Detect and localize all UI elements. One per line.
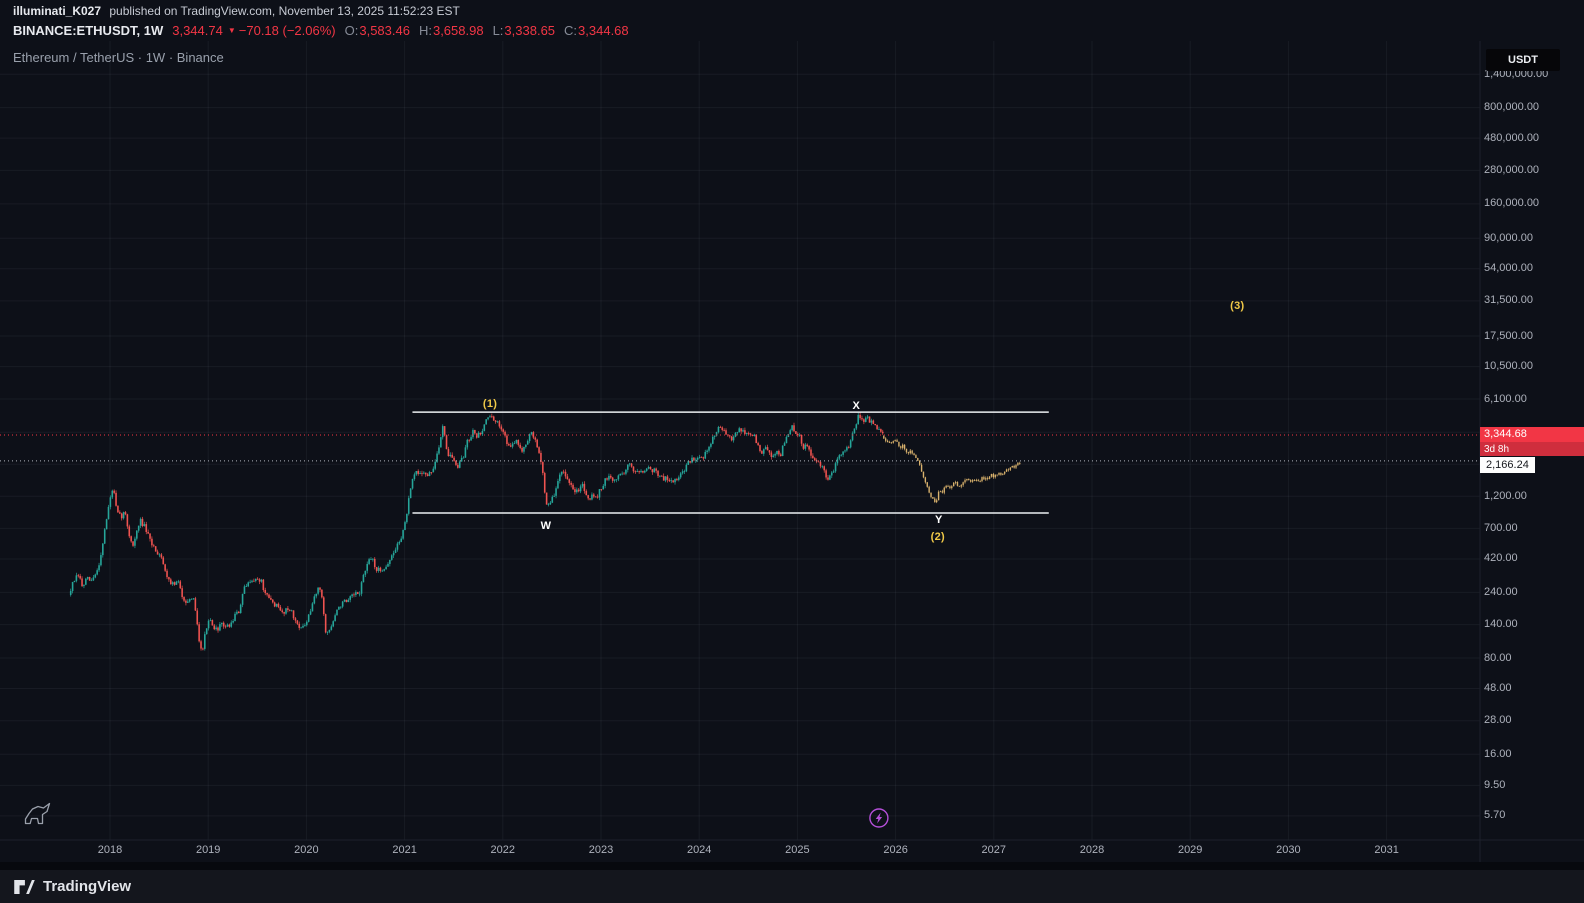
price-axis-tick: 5.70: [1484, 809, 1506, 822]
author-username: illuminati_K027: [13, 4, 102, 18]
time-axis-tick: 2030: [1276, 844, 1301, 856]
wave-label-2: (2): [930, 530, 945, 543]
currency-toggle-button[interactable]: USDT: [1486, 49, 1560, 71]
open-value: O:3,583.46: [344, 23, 410, 38]
tradingview-wordmark[interactable]: TradingView: [43, 878, 132, 895]
event-lightning-marker[interactable]: [869, 808, 889, 828]
time-axis-tick: 2018: [97, 844, 123, 856]
level-price-badge: 2,166.24: [1480, 457, 1535, 474]
price-axis-tick: 28.00: [1484, 714, 1512, 727]
price-axis-tick: 1,200.00: [1484, 489, 1527, 502]
wave-label-y: Y: [934, 514, 943, 527]
price-axis-tick: 9.50: [1484, 778, 1506, 791]
time-axis-tick: 2026: [883, 844, 908, 856]
last-price-value: 3,344.74: [172, 23, 223, 38]
price-axis-tick: 17,500.00: [1484, 329, 1533, 342]
down-arrow-icon: ▼: [227, 26, 236, 35]
time-axis-tick: 2019: [195, 844, 221, 856]
price-axis-tick: 80.00: [1484, 651, 1512, 664]
price-axis-tick: 420.00: [1484, 552, 1518, 565]
divider: [0, 862, 1584, 870]
price-axis-tick: 16.00: [1484, 747, 1512, 760]
price-axis-tick: 160,000.00: [1484, 197, 1540, 210]
price-axis-tick: 6,100.00: [1484, 392, 1527, 405]
candles-projection: [883, 435, 1021, 504]
time-axis-tick: 2029: [1177, 844, 1203, 856]
wave-label-w: W: [540, 519, 552, 532]
time-axis-tick: 2025: [785, 844, 810, 856]
price-axis-tick: 54,000.00: [1484, 262, 1533, 275]
time-axis-tick: 2027: [981, 844, 1007, 856]
chart-title: Ethereum / TetherUS · 1W · Binance: [13, 50, 224, 65]
bar-countdown-label: 3d 8h: [1480, 442, 1584, 457]
wave-label-x: X: [852, 400, 861, 413]
price-axis-tick: 90,000.00: [1484, 231, 1533, 244]
last-price-badge: 3,344.68 3d 8h: [1480, 427, 1584, 457]
dino-icon: [22, 800, 52, 832]
price-axis-tick: 240.00: [1484, 585, 1518, 598]
candlestick-chart[interactable]: [0, 0, 1584, 866]
time-axis-tick: 2020: [294, 844, 319, 856]
price-axis-tick: 31,500.00: [1484, 294, 1533, 307]
wave-label-1: (1): [482, 398, 498, 411]
time-axis-tick: 2021: [392, 844, 417, 856]
wave-label-3: (3): [1230, 299, 1245, 312]
symbol-name: BINANCE:ETHUSDT, 1W: [13, 23, 164, 38]
price-change: −70.18 (−2.06%): [238, 23, 336, 38]
time-axis-tick: 2031: [1374, 844, 1399, 856]
price-axis-tick: 480,000.00: [1484, 131, 1540, 144]
last-price-label: 3,344.68: [1480, 427, 1584, 443]
candles-main: [69, 412, 884, 651]
publish-text: published on TradingView.com, November 1…: [109, 4, 460, 18]
time-axis-tick: 2028: [1079, 844, 1105, 856]
tradingview-logo-icon[interactable]: [13, 877, 36, 897]
publish-info: illuminati_K027 published on TradingView…: [0, 0, 1584, 20]
price-axis-tick: 800,000.00: [1484, 101, 1540, 114]
price-axis-tick: 140.00: [1484, 618, 1518, 631]
grid-layer: [0, 41, 1480, 840]
symbol-status-bar: BINANCE:ETHUSDT, 1W 3,344.74 ▼ −70.18 (−…: [13, 20, 629, 41]
footer: TradingView: [0, 870, 1584, 903]
price-axis-tick: 700.00: [1484, 521, 1518, 534]
price-axis-tick: 48.00: [1484, 682, 1512, 695]
price-axis-tick: 10,500.00: [1484, 360, 1533, 373]
close-value: C:3,344.68: [564, 23, 629, 38]
time-axis-tick: 2022: [490, 844, 516, 856]
time-axis-tick: 2023: [588, 844, 614, 856]
time-axis-tick: 2024: [686, 844, 712, 856]
price-axis-tick: 280,000.00: [1484, 163, 1540, 176]
high-value: H:3,658.98: [418, 23, 484, 38]
low-value: L:3,338.65: [492, 23, 556, 38]
